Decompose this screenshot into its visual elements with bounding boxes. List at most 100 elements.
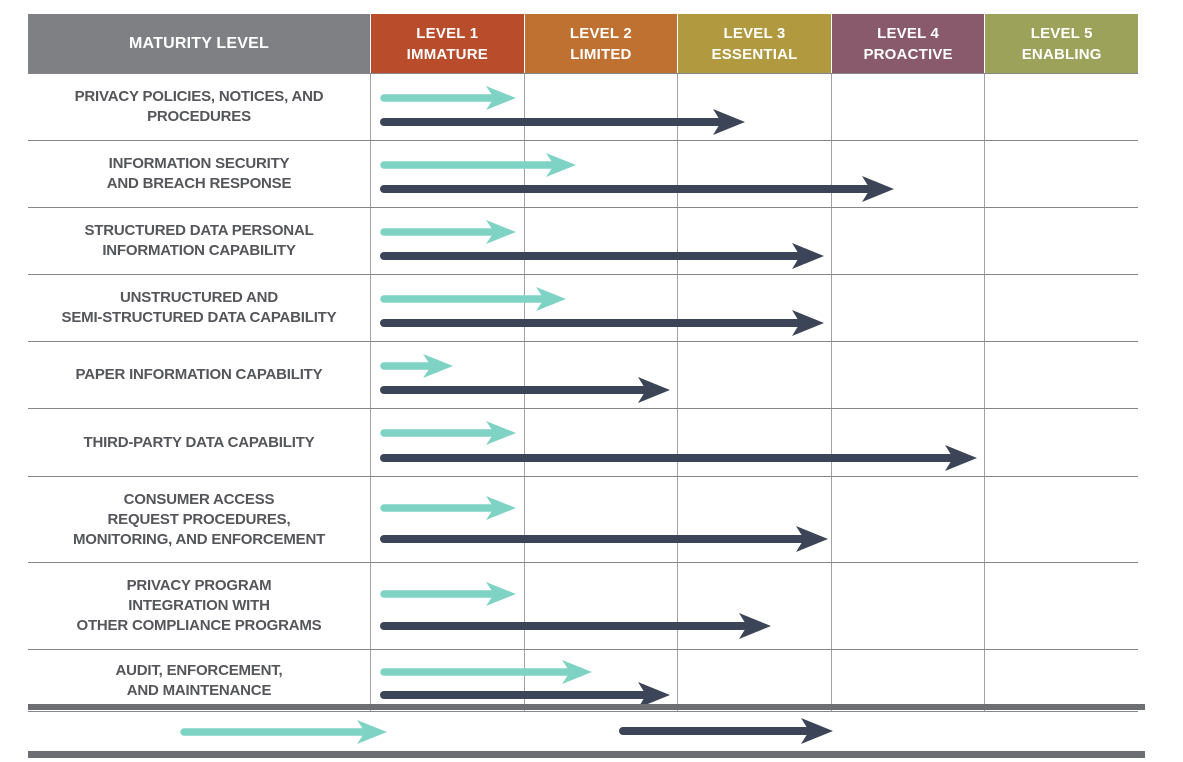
bottom-divider-bar bbox=[28, 751, 1145, 758]
capability-row: THIRD-PARTY DATA CAPABILITY bbox=[28, 409, 1138, 477]
level-grid-cell bbox=[370, 477, 524, 562]
capability-row: PRIVACY PROGRAM INTEGRATION WITH OTHER COM… bbox=[28, 563, 1138, 650]
row-track bbox=[370, 477, 1138, 562]
legend: CURRENT CAPABILITY TARGET CAPABILITY bbox=[0, 709, 1183, 751]
row-track bbox=[370, 208, 1138, 274]
level-grid-cell bbox=[677, 650, 831, 711]
level-grid-cell bbox=[677, 275, 831, 341]
level-grid-cell bbox=[830, 275, 985, 341]
row-label: STRUCTURED DATA PERSONAL INFORMATION CAPA… bbox=[28, 208, 370, 274]
row-label-line: UNSTRUCTURED AND bbox=[120, 289, 278, 306]
level-grid-cell bbox=[370, 563, 524, 649]
table-header: MATURITY LEVEL LEVEL 1 IMMATURE LEVEL 2 … bbox=[28, 14, 1138, 73]
level-grid-cell bbox=[523, 74, 678, 140]
level-grid-cell bbox=[523, 477, 678, 562]
level-grid-cell bbox=[677, 477, 831, 562]
level-grid-cell bbox=[830, 477, 985, 562]
row-label-line: OTHER COMPLIANCE PROGRAMS bbox=[76, 617, 322, 634]
level-grid-cell bbox=[677, 74, 831, 140]
level-4-name: PROACTIVE bbox=[863, 45, 953, 63]
row-track bbox=[370, 563, 1138, 649]
level-grid-cell bbox=[677, 563, 831, 649]
row-label-line: REQUEST PROCEDURES, bbox=[107, 510, 291, 528]
level-1-name: IMMATURE bbox=[406, 45, 488, 63]
row-label: PRIVACY POLICIES, NOTICES, AND PROCEDURES bbox=[28, 74, 370, 140]
level-grid-cell bbox=[830, 409, 985, 476]
current-capability-arrow bbox=[380, 659, 592, 684]
row-label-line: INFORMATION SECURITY bbox=[108, 155, 290, 172]
level-grid-cell bbox=[677, 409, 831, 476]
row-label-line: AND BREACH RESPONSE bbox=[106, 175, 292, 192]
level-grid-cell bbox=[523, 141, 678, 207]
maturity-level-header-cell: MATURITY LEVEL bbox=[28, 14, 370, 73]
capability-row: UNSTRUCTURED AND SEMI-STRUCTURED DATA CAP… bbox=[28, 275, 1138, 342]
level-2-name: LIMITED bbox=[570, 45, 632, 63]
row-label: PRIVACY PROGRAM INTEGRATION WITH OTHER COM… bbox=[28, 563, 370, 649]
level-grid-cell bbox=[523, 409, 678, 476]
level-grid-cell bbox=[370, 275, 524, 341]
capability-row: PRIVACY POLICIES, NOTICES, AND PROCEDURES bbox=[28, 74, 1138, 141]
level-grid-cell bbox=[523, 342, 678, 408]
target-capability-arrow bbox=[380, 444, 977, 471]
level-grid-cell bbox=[523, 563, 678, 649]
capability-row: STRUCTURED DATA PERSONAL INFORMATION CAPA… bbox=[28, 208, 1138, 275]
level-grid-cell bbox=[984, 650, 1138, 711]
level-grid-cell bbox=[830, 650, 985, 711]
level-3-number: LEVEL 3 bbox=[723, 24, 786, 42]
row-track bbox=[370, 74, 1138, 140]
current-capability-arrow bbox=[380, 85, 516, 110]
target-capability-arrow bbox=[380, 612, 771, 639]
current-capability-arrow bbox=[380, 353, 453, 378]
level-grid-cell bbox=[984, 409, 1138, 476]
level-grid-cell bbox=[370, 141, 524, 207]
target-capability-arrow bbox=[380, 681, 670, 708]
capability-rows: PRIVACY POLICIES, NOTICES, AND PROCEDURES… bbox=[28, 73, 1138, 712]
current-capability-arrow bbox=[380, 152, 576, 177]
row-track bbox=[370, 409, 1138, 476]
level-grid-cell bbox=[370, 208, 524, 274]
level-grid-cell bbox=[984, 477, 1138, 562]
level-4-header-cell: LEVEL 4 PROACTIVE bbox=[830, 14, 985, 73]
row-label-line: MONITORING, AND ENFORCEMENT bbox=[72, 530, 326, 548]
level-5-header-cell: LEVEL 5 ENABLING bbox=[984, 14, 1138, 73]
level-grid-cell bbox=[984, 342, 1138, 408]
capability-row: CONSUMER ACCESS REQUEST PROCEDURES, MONITO… bbox=[28, 477, 1138, 563]
level-grid-cell bbox=[984, 563, 1138, 649]
current-capability-arrow bbox=[380, 219, 516, 244]
level-3-header-cell: LEVEL 3 ESSENTIAL bbox=[677, 14, 831, 73]
level-grid-cell bbox=[677, 141, 831, 207]
maturity-level-header-label: MATURITY LEVEL bbox=[129, 34, 269, 52]
level-grid-cell bbox=[830, 208, 985, 274]
row-label-line: PRIVACY POLICIES, NOTICES, AND bbox=[74, 88, 324, 105]
level-grid-cell bbox=[830, 74, 985, 140]
row-label: INFORMATION SECURITY AND BREACH RESPONSE bbox=[28, 141, 370, 207]
row-label: THIRD-PARTY DATA CAPABILITY bbox=[28, 409, 370, 476]
level-grid-cell bbox=[984, 74, 1138, 140]
level-grid-cell bbox=[984, 208, 1138, 274]
row-label-line: SEMI-STRUCTURED DATA CAPABILITY bbox=[61, 309, 337, 326]
target-capability-arrow bbox=[380, 310, 824, 337]
maturity-table: MATURITY LEVEL LEVEL 1 IMMATURE LEVEL 2 … bbox=[28, 14, 1138, 712]
current-capability-arrow bbox=[380, 495, 516, 520]
row-label-line: STRUCTURED DATA PERSONAL bbox=[84, 222, 314, 239]
level-2-number: LEVEL 2 bbox=[569, 24, 632, 42]
level-grid-cell bbox=[370, 409, 524, 476]
current-capability-arrow bbox=[380, 286, 566, 311]
level-grid-cell bbox=[984, 275, 1138, 341]
row-label-line: PAPER INFORMATION CAPABILITY bbox=[75, 366, 323, 383]
level-grid-cell bbox=[830, 563, 985, 649]
top-divider-bar bbox=[28, 704, 1145, 710]
row-label: UNSTRUCTURED AND SEMI-STRUCTURED DATA CAP… bbox=[28, 275, 370, 341]
level-grid-cell bbox=[830, 342, 985, 408]
level-1-number: LEVEL 1 bbox=[416, 24, 479, 42]
row-label-line: AND MAINTENANCE bbox=[126, 681, 272, 699]
level-grid-cell bbox=[370, 74, 524, 140]
row-label-line: PRIVACY PROGRAM bbox=[126, 577, 272, 594]
row-track bbox=[370, 275, 1138, 341]
row-label: PAPER INFORMATION CAPABILITY bbox=[28, 342, 370, 408]
level-2-header-cell: LEVEL 2 LIMITED bbox=[523, 14, 678, 73]
row-label-line: PROCEDURES bbox=[147, 108, 251, 125]
row-label-line: INFORMATION CAPABILITY bbox=[102, 242, 296, 259]
capability-row: PAPER INFORMATION CAPABILITY bbox=[28, 342, 1138, 409]
level-grid-cell bbox=[830, 141, 985, 207]
